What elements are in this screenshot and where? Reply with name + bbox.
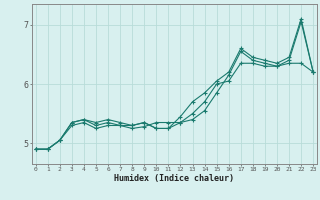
X-axis label: Humidex (Indice chaleur): Humidex (Indice chaleur) — [115, 174, 234, 183]
